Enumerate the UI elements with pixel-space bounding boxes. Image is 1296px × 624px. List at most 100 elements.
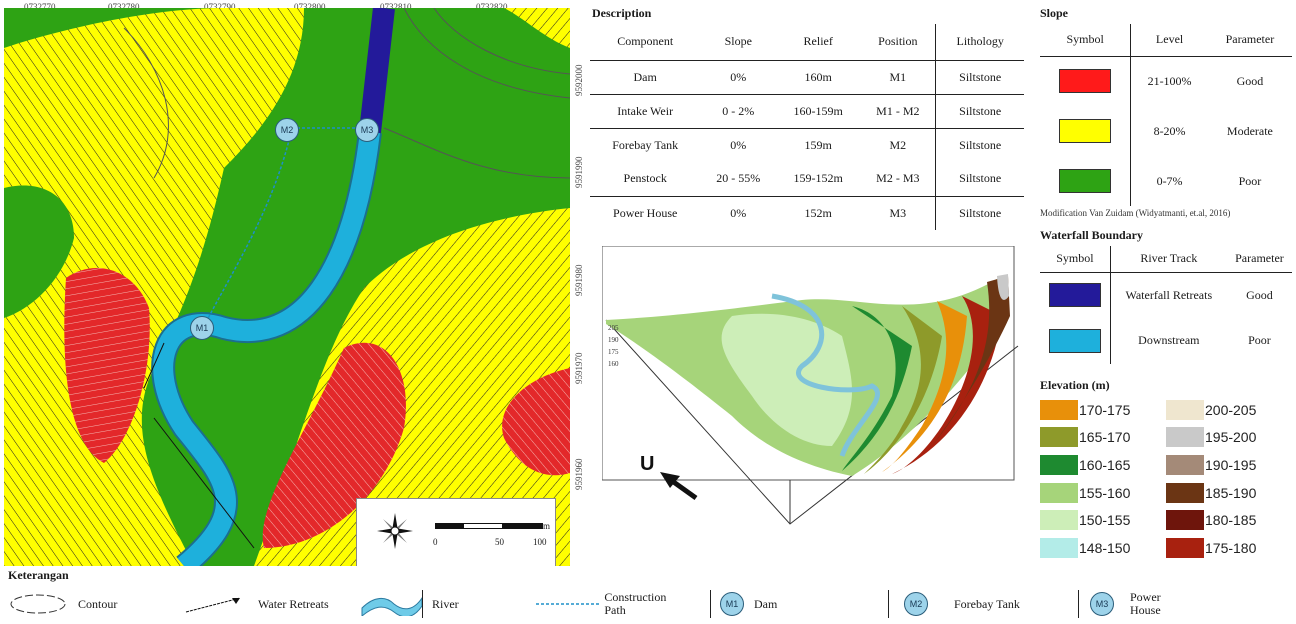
cell-parameter: Poor bbox=[1248, 333, 1271, 348]
table-row: Power House 0% 152m M3 Siltstone bbox=[590, 195, 1024, 230]
cell-lithology: Siltstone bbox=[935, 127, 1024, 162]
elevation-label: 200-205 bbox=[1205, 401, 1257, 418]
water-retreat-arrow bbox=[153, 417, 255, 549]
elevation-item: 175-180 bbox=[1166, 534, 1296, 562]
cell-component: Power House bbox=[590, 195, 701, 230]
col-header: Lithology bbox=[935, 24, 1024, 61]
contour-line bbox=[403, 8, 570, 99]
waterfall-retreats-swatch bbox=[1048, 283, 1101, 308]
table-row: Intake Weir 0 - 2% 160-159m M1 - M2 Silt… bbox=[590, 93, 1024, 128]
coord-label-side: 9591980 bbox=[574, 264, 584, 297]
m1-icon: M1 bbox=[720, 592, 744, 616]
legend-label: Dam bbox=[754, 596, 778, 611]
cell-level: 0-7% bbox=[1130, 156, 1208, 206]
legend-label: Power House bbox=[1130, 590, 1161, 617]
legend-label: Construction Path bbox=[604, 590, 667, 617]
coord-label: 0732810 bbox=[380, 2, 412, 12]
legend-label: Water Retreats bbox=[258, 596, 329, 611]
elevation-swatch bbox=[1166, 427, 1204, 448]
z-tick: 190 bbox=[608, 336, 619, 344]
cell-component: Forebay Tank bbox=[590, 127, 701, 162]
legend-item-contour: Contour bbox=[8, 588, 178, 620]
terrain-3d-view: 205 190 175 160 U bbox=[601, 245, 1020, 536]
coord-label-side: 9592000 bbox=[574, 64, 584, 97]
construction-path-icon bbox=[536, 603, 601, 605]
cell-slope: 0 - 2% bbox=[700, 93, 777, 128]
z-tick: 205 bbox=[608, 324, 619, 332]
elevation-item: 148-150 bbox=[1040, 534, 1158, 562]
legend-item-forebay: M2 Forebay Tank bbox=[904, 588, 1074, 620]
z-tick: 175 bbox=[608, 348, 619, 356]
elevation-swatch bbox=[1040, 537, 1078, 558]
table-row: 21-100% Good bbox=[1040, 56, 1292, 106]
water-retreat-arrow bbox=[143, 342, 165, 389]
scale-unit: m bbox=[543, 521, 551, 531]
elevation-item: 195-200 bbox=[1166, 424, 1296, 452]
river-downstream bbox=[153, 130, 380, 566]
legend-label: River bbox=[432, 596, 459, 611]
slope-map: M2 M3 M1 0 50 100 m bbox=[4, 8, 570, 566]
cell-relief: 152m bbox=[776, 195, 861, 230]
slope-title: Slope bbox=[1040, 6, 1069, 20]
cell-position: M1 - M2 bbox=[860, 93, 936, 128]
col-header: Relief bbox=[776, 24, 861, 61]
slope-swatch-good bbox=[1059, 69, 1112, 94]
river-icon bbox=[361, 596, 423, 616]
cell-parameter: Moderate bbox=[1226, 123, 1273, 138]
elevation-label: 165-170 bbox=[1079, 429, 1131, 446]
elevation-item: 180-185 bbox=[1166, 506, 1296, 534]
cell-position: M2 bbox=[860, 127, 936, 162]
m3-icon: M3 bbox=[1090, 592, 1114, 616]
coord-label-side: 9591990 bbox=[574, 156, 584, 189]
elevation-label: 150-155 bbox=[1079, 512, 1131, 529]
cell-lithology: Siltstone bbox=[935, 162, 1024, 196]
slope-swatch-poor bbox=[1059, 169, 1112, 193]
elevation-label: 160-165 bbox=[1079, 456, 1131, 473]
legend-item-river: River bbox=[360, 588, 490, 620]
elevation-swatch bbox=[1166, 510, 1204, 531]
cell-component: Penstock bbox=[623, 171, 667, 186]
cell-parameter: Good bbox=[1246, 287, 1273, 302]
scale-segment bbox=[503, 523, 543, 529]
elevation-item: 185-190 bbox=[1166, 479, 1296, 507]
north-arrow-icon bbox=[377, 513, 413, 549]
elevation-swatch bbox=[1166, 454, 1204, 475]
downstream-swatch bbox=[1048, 329, 1101, 353]
legend-divider bbox=[422, 590, 423, 618]
scale-label: 100 bbox=[533, 537, 547, 547]
elevation-item: 150-155 bbox=[1040, 506, 1158, 534]
col-header: Slope bbox=[700, 24, 777, 61]
table-row: 8-20% Moderate bbox=[1040, 106, 1292, 156]
elevation-item: 160-165 bbox=[1040, 451, 1158, 479]
legend-item-power-house: M3 Power House bbox=[1090, 588, 1210, 620]
cell-position: M1 bbox=[889, 69, 907, 84]
marker-m3[interactable]: M3 bbox=[355, 118, 379, 142]
cell-lithology: Siltstone bbox=[935, 195, 1024, 230]
poor-slope-zone bbox=[4, 185, 74, 318]
elevation-item: 165-170 bbox=[1040, 424, 1158, 452]
m2-icon: M2 bbox=[904, 592, 928, 616]
col-header: Parameter bbox=[1226, 246, 1292, 273]
elevation-item: 200-205 bbox=[1166, 396, 1296, 424]
table-row: 0-7% Poor bbox=[1040, 156, 1292, 206]
marker-m2[interactable]: M2 bbox=[275, 118, 299, 142]
description-table: Component Slope Relief Position Litholog… bbox=[590, 24, 1024, 230]
elevation-swatch bbox=[1166, 537, 1204, 558]
elevation-swatch bbox=[1040, 427, 1078, 448]
col-header: Symbol bbox=[1040, 246, 1111, 273]
contour-line bbox=[433, 8, 570, 75]
contour-icon bbox=[10, 594, 66, 614]
elevation-title: Elevation (m) bbox=[1040, 378, 1110, 392]
cell-track: Waterfall Retreats bbox=[1109, 272, 1227, 318]
cell-slope: 0% bbox=[730, 69, 747, 84]
coord-label: 0732770 bbox=[24, 2, 56, 12]
north-label: U bbox=[640, 453, 654, 475]
legend-item-construction-path: Construction Path bbox=[534, 588, 684, 620]
coord-label: 0732780 bbox=[108, 2, 140, 12]
slope-legend-table: Symbol Level Parameter 21-100% Good 8-20… bbox=[1040, 24, 1292, 206]
legend-item-water-retreats: Water Retreats bbox=[184, 588, 354, 620]
marker-m1[interactable]: M1 bbox=[190, 316, 214, 340]
col-header: Level bbox=[1130, 24, 1208, 57]
z-tick: 160 bbox=[608, 360, 619, 368]
table-row: Penstock 20 - 55% 159-152m M2 - M3 Silts… bbox=[590, 162, 1024, 196]
